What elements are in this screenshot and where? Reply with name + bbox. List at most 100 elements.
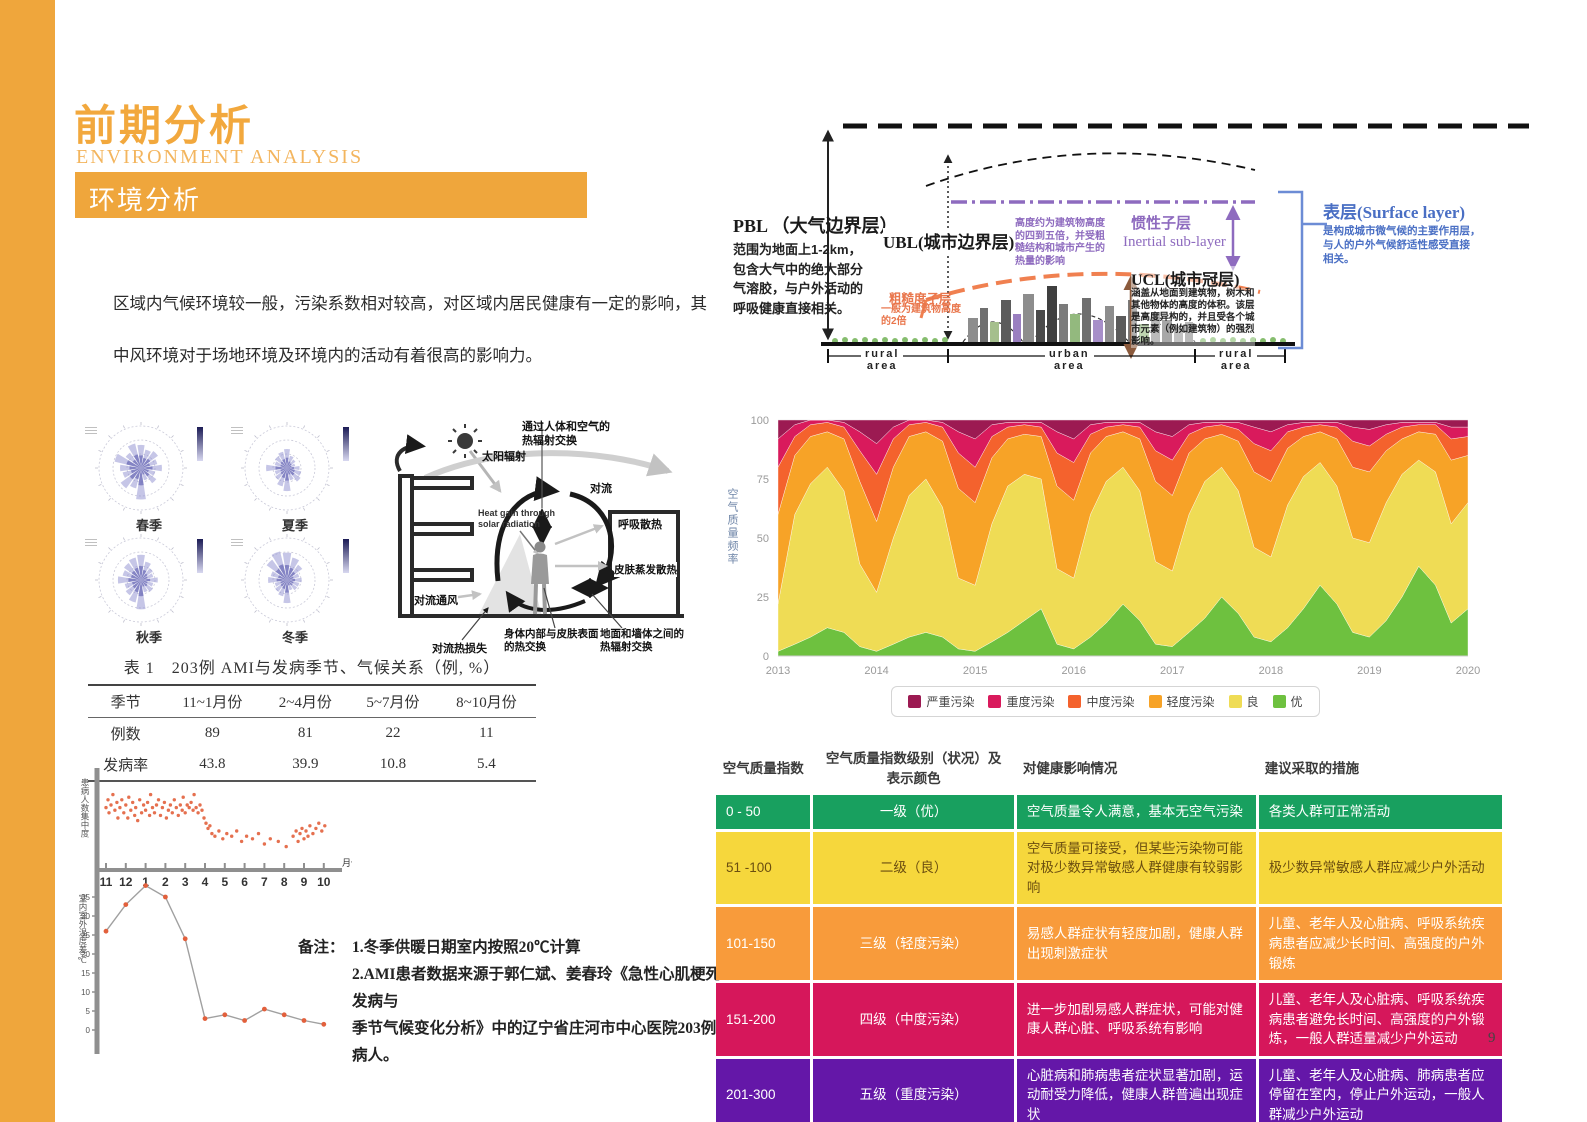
svg-text:7: 7	[261, 875, 268, 889]
legend-item: 中度污染	[1068, 693, 1135, 710]
legend-label: 轻度污染	[1166, 695, 1215, 709]
wind-rose-chart	[231, 534, 349, 626]
aqi-header-row: 空气质量指数 空气质量指数级别（状况）及表示颜色 对健康影响情况 建议采取的措施	[716, 745, 1502, 792]
svg-text:2019: 2019	[1357, 665, 1381, 677]
notes-text: 1.冬季供暖日期室内按照20℃计算 2.AMI患者数据来源于郭仁斌、姜春玲《急性…	[352, 939, 721, 1064]
svg-text:75: 75	[757, 474, 769, 486]
aqi-range: 201-300	[726, 1087, 776, 1103]
urban-area-label: urban area	[1045, 348, 1094, 372]
aqi-level: 一级（优）	[879, 804, 948, 820]
wind-rose-panel: 春季 夏季 秋季 冬季	[76, 422, 376, 646]
aqi-advice: 极少数异常敏感人群应减少户外活动	[1268, 860, 1485, 876]
legend-box: 严重污染 重度污染 中度污染 轻度污染 良 优	[891, 686, 1320, 717]
aqi-range: 0 - 50	[726, 804, 761, 820]
air-quality-area-chart: 0 25 50 75 100 2013 2014 2015 2016 2017 2018 2019 20…	[718, 410, 1493, 678]
svg-text:0: 0	[86, 1026, 91, 1035]
svg-text:10: 10	[81, 988, 90, 997]
svg-text:2014: 2014	[864, 665, 888, 677]
ami-col-header: 2~4月份	[278, 695, 332, 711]
legend-item: 良	[1228, 693, 1259, 710]
page-title: 前期分析	[74, 102, 255, 149]
ami-scatter-line-chart: 111212345678910月份05101520253035患病人数集中度室内…	[77, 768, 360, 1054]
svg-text:50: 50	[757, 533, 769, 545]
aqi-health: 空气质量令人满意，基本无空气污染	[1026, 804, 1243, 820]
thermal-comfort-diagram: 太阳辐射 通过人体和空气的 热辐射交换 对流 Heat gain through…	[370, 416, 690, 660]
ami-col-header: 11~1月份	[182, 695, 243, 711]
legend-swatch	[1228, 695, 1242, 708]
svg-text:11: 11	[100, 875, 113, 889]
legend-item: 重度污染	[988, 693, 1054, 710]
wind-rose-label: 秋季	[135, 630, 162, 645]
aqi-range: 51 -100	[726, 860, 772, 876]
city-skyline	[968, 286, 1193, 344]
legend-label: 良	[1246, 695, 1259, 709]
svg-text:2015: 2015	[963, 665, 987, 677]
aqi-row-heavy: 201-300 五级（重度污染） 心脏病和肺病患者症状显著加剧，运动耐受力降低，健康…	[716, 1058, 1502, 1122]
legend-item: 优	[1272, 693, 1303, 710]
aqi-row-light: 101-150 三级（轻度污染） 易感人群症状有轻度加剧，健康人群出现刺激症状 儿童、…	[716, 907, 1502, 981]
inertial-title: 惯性子层	[1131, 215, 1192, 232]
aqi-col-level: 空气质量指数级别（状况）及表示颜色	[825, 751, 1002, 786]
aqi-health: 空气质量可接受，但某些污染物可能对极少数异常敏感人群健康有较弱影响	[1026, 840, 1243, 895]
aqi-health: 进一步加剧易感人群症状，可能对健康人群心脏、呼吸系统有影响	[1026, 1001, 1243, 1037]
ami-cell: 43.8	[199, 756, 226, 772]
svg-text:2018: 2018	[1259, 665, 1283, 677]
aqi-range: 151-200	[726, 1011, 776, 1027]
area-chart-legend: 严重污染 重度污染 中度污染 轻度污染 良 优	[718, 686, 1493, 717]
ami-cell: 5.4	[477, 756, 496, 772]
svg-text:25: 25	[757, 592, 769, 604]
svg-text:12: 12	[119, 875, 133, 889]
legend-label: 重度污染	[1006, 695, 1055, 709]
notes-block: 备注： 1.冬季供暖日期室内按照20℃计算 2.AMI患者数据来源于郭仁斌、姜春…	[298, 934, 728, 1069]
ami-col-header: 季节	[110, 695, 141, 711]
label-body-skin-exchange: 身体内部与皮肤表面 的热交换	[504, 628, 599, 653]
ami-cell: 10.8	[379, 756, 407, 772]
svg-text:月份: 月份	[342, 857, 352, 868]
ami-cell: 发病率	[103, 758, 149, 774]
aqi-advice: 儿童、老年人及心脏病、呼吸系统疾病患者避免长时间、高强度的户外锻炼，一般人群适量…	[1268, 992, 1485, 1047]
legend-swatch	[1272, 695, 1286, 708]
svg-text:5: 5	[221, 875, 228, 889]
accent-side-bar	[0, 0, 55, 1122]
svg-text:25: 25	[81, 931, 90, 940]
aqi-level: 三级（轻度污染）	[859, 935, 968, 951]
aqi-advice: 各类人群可正常活动	[1268, 804, 1391, 820]
wind-rose-autumn: 秋季	[76, 534, 222, 646]
svg-text:5: 5	[86, 1007, 91, 1016]
svg-text:患病人数集中度: 患病人数集中度	[80, 777, 90, 838]
section-banner: 环境分析	[75, 172, 587, 218]
aqi-row-moderate: 151-200 四级（中度污染） 进一步加剧易感人群症状，可能对健康人群心脏、呼吸系…	[716, 983, 1502, 1056]
svg-text:4: 4	[202, 875, 209, 889]
ami-cell: 39.9	[292, 756, 319, 772]
ami-col-header: 5~7月份	[366, 695, 420, 711]
svg-text:10: 10	[317, 875, 331, 889]
aqi-level: 二级（良）	[879, 860, 948, 876]
aqi-health: 心脏病和肺病患者症状显著加剧，运动耐受力降低，健康人群普遍出现症状	[1026, 1067, 1243, 1122]
svg-text:9: 9	[301, 875, 308, 889]
rural-area-label-left: rural area	[861, 348, 904, 372]
inertial-description: 高度约为建筑物高度 的四到五倍，并受粗 糙结构和城市产生的 热量的影响	[1015, 218, 1105, 268]
svg-text:35: 35	[81, 893, 90, 902]
svg-text:2: 2	[162, 875, 169, 889]
wind-rose-spring: 春季	[76, 422, 222, 534]
svg-text:2017: 2017	[1160, 665, 1184, 677]
ubl-title: UBL(城市边界层)	[883, 228, 1015, 253]
svg-text:1: 1	[142, 875, 149, 889]
label-convective-heat-loss: 对流热损失	[432, 643, 487, 655]
table-row: 例数 89 81 22 11	[88, 718, 536, 750]
ami-table-title: 表 1 203例 AMI与发病季节、气候关系（例, %）	[123, 660, 501, 677]
ucl-title: UCL(城市冠层)	[1131, 266, 1240, 290]
ami-season-table: 表 1 203例 AMI与发病季节、气候关系（例, %） 季节 11~1月份 2…	[88, 654, 536, 782]
section-banner-label: 环境分析	[89, 185, 202, 215]
area-chart-y-axis-label: 空气质量频率	[726, 488, 738, 566]
label-body-air-exchange: 通过人体和空气的 热辐射交换	[522, 421, 610, 447]
ami-cell: 89	[204, 725, 220, 741]
wind-rose-chart	[231, 422, 349, 514]
ucl-description: 涵盖从地面到建筑物，树木和 其他物体的高度的体积。该层 是高度异构的，并且受各个…	[1131, 288, 1255, 348]
aqi-table: 空气质量指数 空气质量指数级别（状况）及表示颜色 对健康影响情况 建议采取的措施…	[713, 742, 1505, 1122]
label-convection: 对流	[590, 483, 612, 495]
aqi-col-advice: 建议采取的措施	[1264, 760, 1360, 776]
aqi-health: 易感人群症状有轻度加剧，健康人群出现刺激症状	[1026, 926, 1243, 961]
inertial-title-en: Inertial sub-layer	[1123, 234, 1226, 250]
svg-text:2013: 2013	[766, 665, 790, 677]
